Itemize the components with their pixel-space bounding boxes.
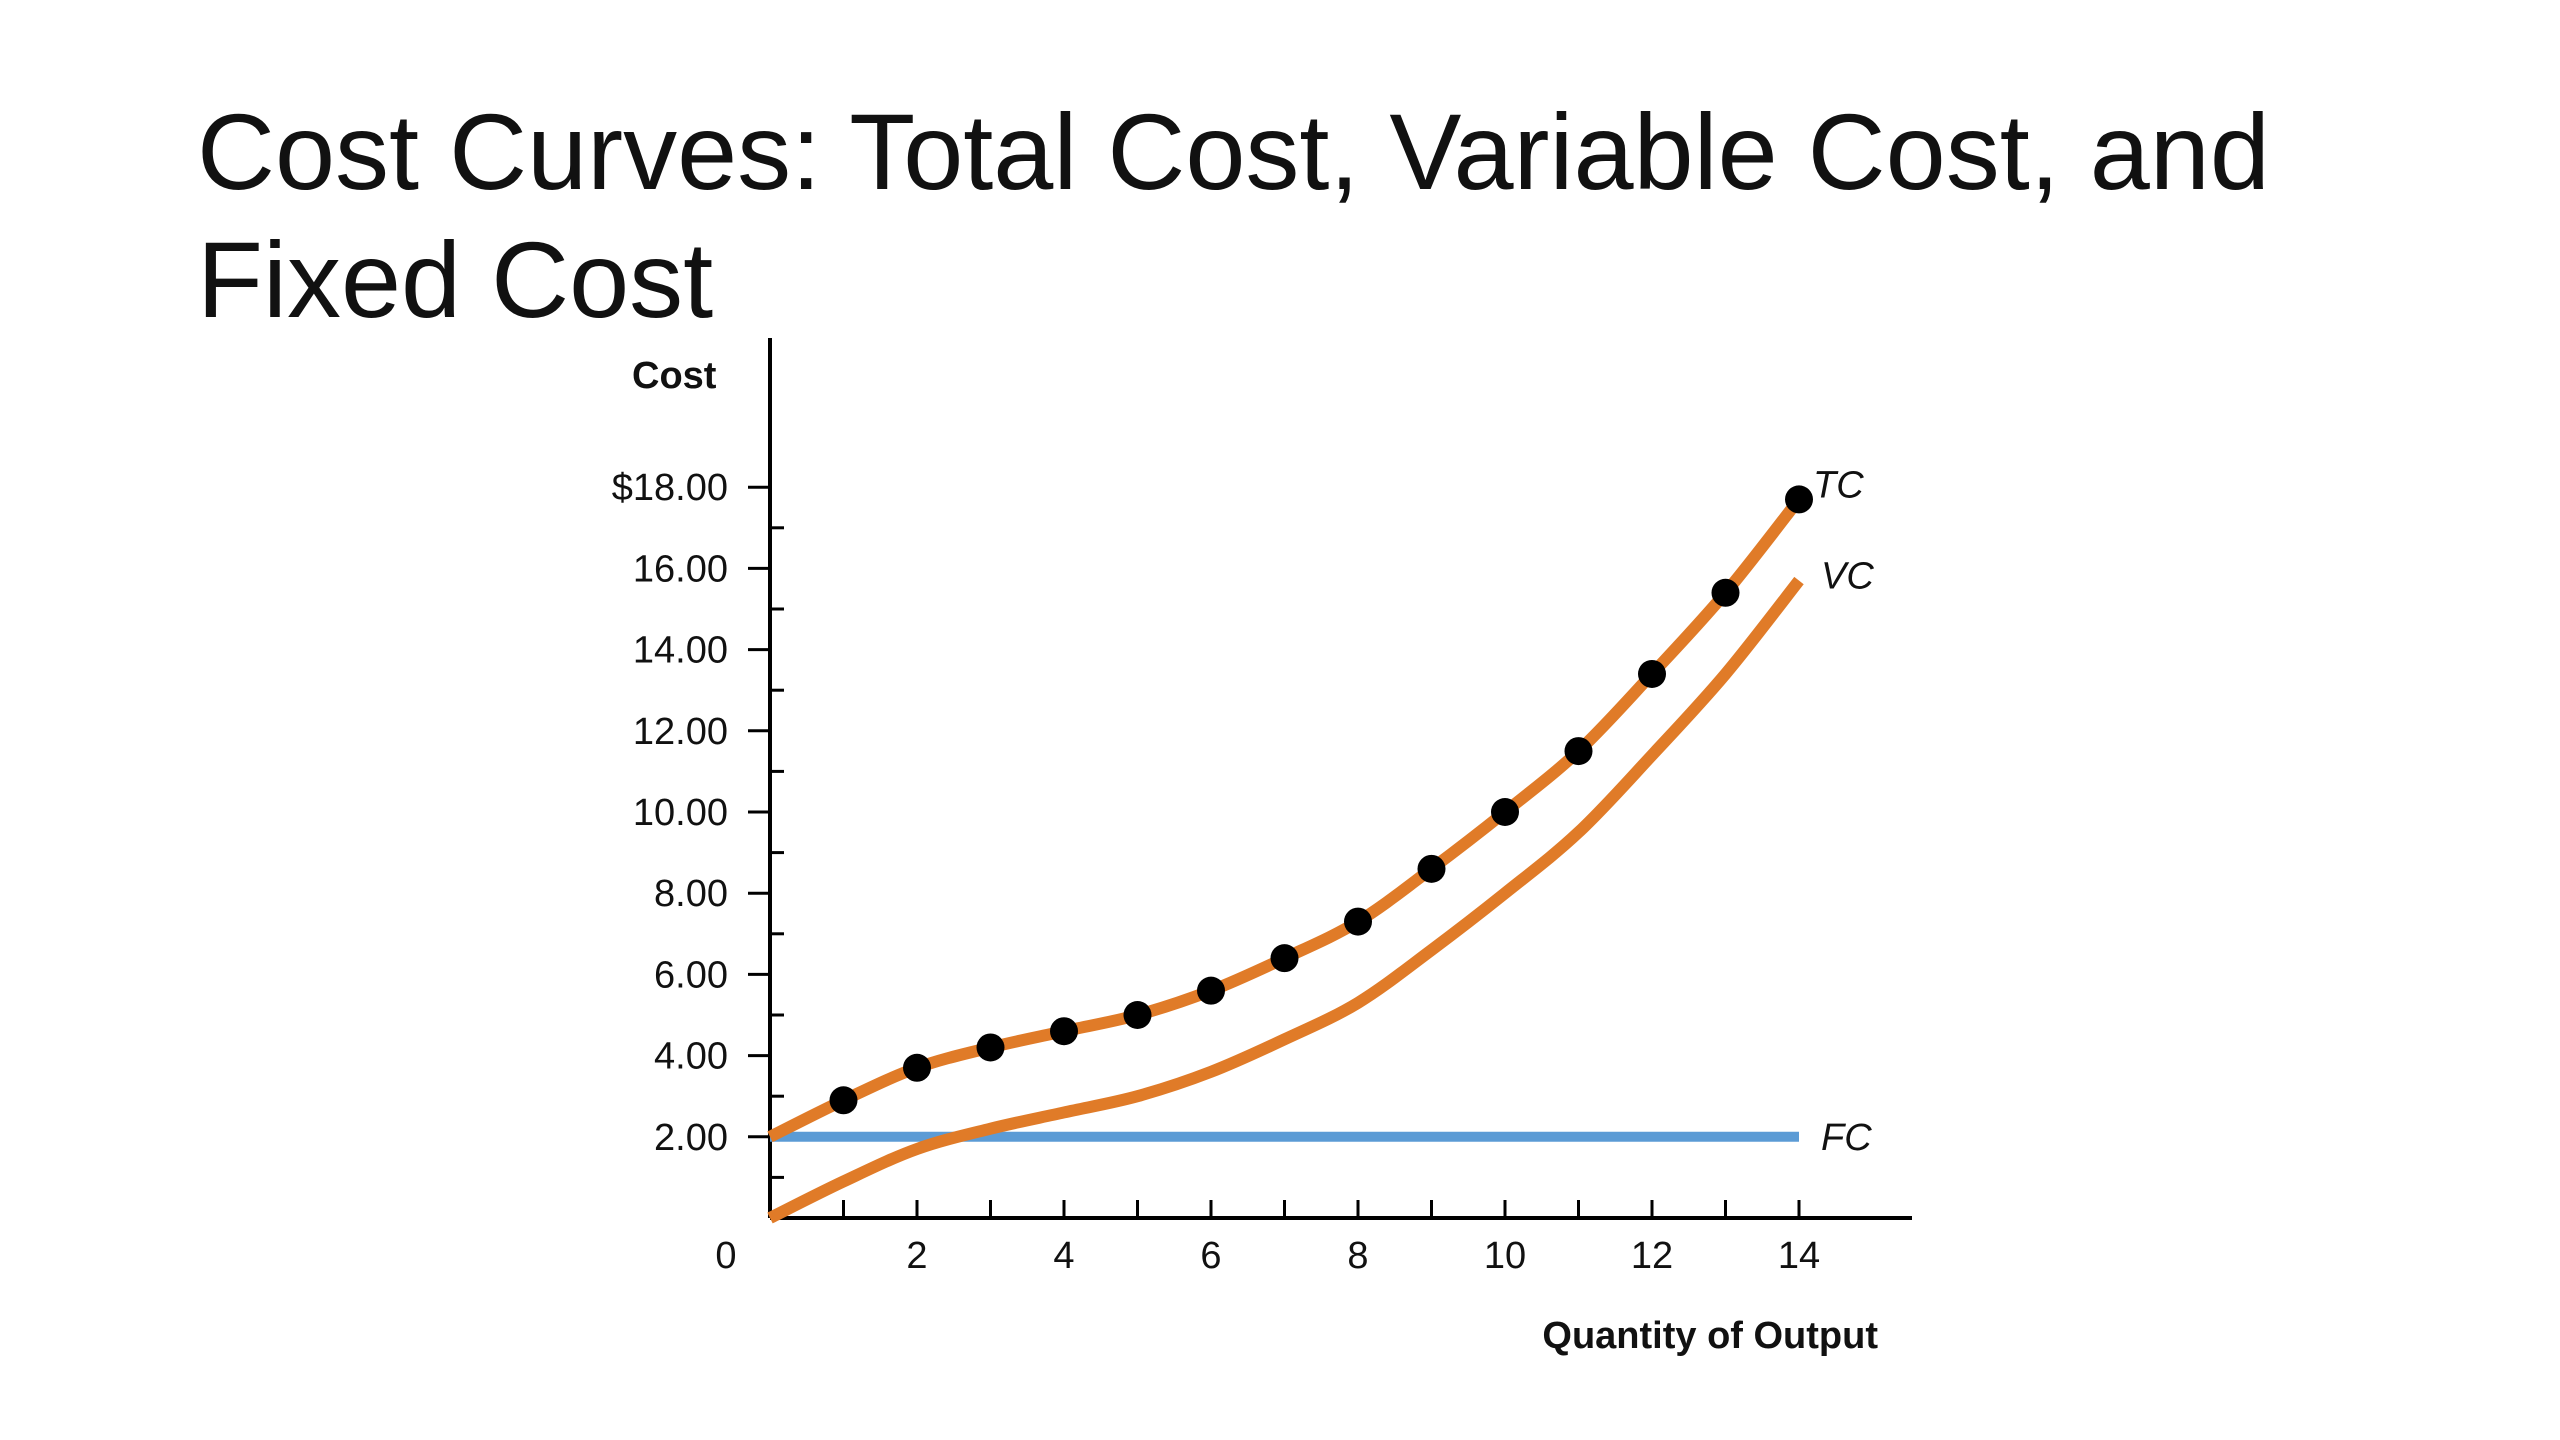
y-tick-label: $18.00 [612,467,728,509]
tc-point [1197,976,1225,1005]
x-tick-label: 10 [1484,1235,1526,1277]
tc-point [1491,798,1519,826]
y-tick-label: 4.00 [654,1036,728,1078]
y-tick-label: 6.00 [654,954,728,996]
y-axis-title: Cost [632,355,717,397]
y-tick-label: 10.00 [633,792,728,834]
tc-point [903,1053,931,1082]
tc-point [976,1033,1005,1062]
tc-point [829,1086,858,1115]
fc-label: FC [1821,1117,1872,1159]
tc-point [1270,944,1299,973]
x-tick-label: 0 [715,1235,736,1277]
chart-axes: 2.00 4.00 6.00 8.00 10.00 12.00 14.00 16.00 $18.… [612,338,1912,1357]
tc-point [1711,578,1740,607]
tc-point [1785,485,1813,514]
tc-label: TC [1813,464,1864,506]
x-tick-label: 6 [1200,1235,1221,1277]
tc-point [1417,854,1446,883]
tc-point [1344,907,1372,936]
y-tick-label: 12.00 [633,711,728,753]
chart-labels: FC VC TC [1813,464,1874,1158]
x-tick-label: 4 [1053,1235,1074,1277]
chart-series [767,485,1813,1224]
tc-point [1564,737,1593,766]
x-tick-label: 2 [906,1235,927,1277]
y-tick-label: 2.00 [654,1117,728,1159]
y-tick-label: 8.00 [654,873,728,915]
tc-point [1123,1001,1152,1029]
x-tick-label: 14 [1778,1235,1820,1277]
tc-point [1638,659,1666,688]
x-axis-title: Quantity of Output [1542,1315,1878,1357]
tc-point [1050,1017,1078,1046]
y-tick-label: 16.00 [633,548,728,590]
y-tick-label: 14.00 [633,630,728,672]
x-tick-label: 8 [1347,1235,1368,1277]
vc-curve [767,576,1804,1224]
x-tick-label: 12 [1631,1235,1673,1277]
vc-label: VC [1821,556,1874,598]
slide-title: Cost Curves: Total Cost, Variable Cost, … [197,91,2270,340]
